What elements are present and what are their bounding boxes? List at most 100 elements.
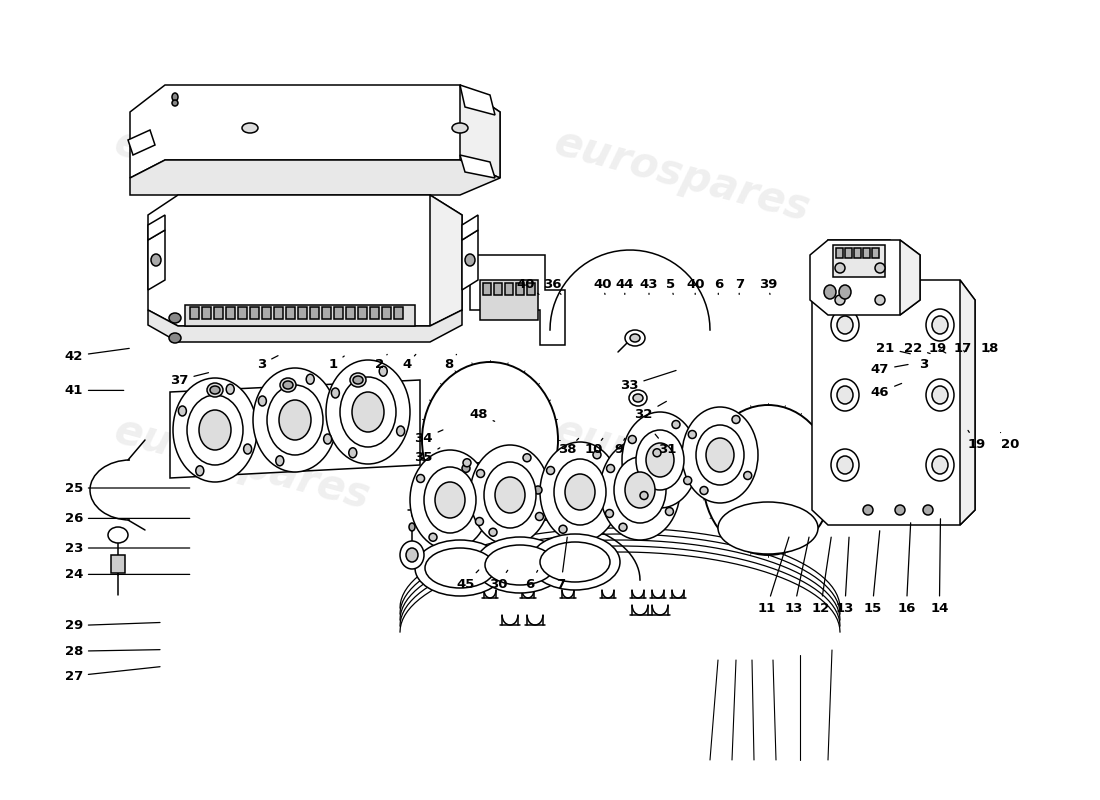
Bar xyxy=(516,283,524,295)
Polygon shape xyxy=(828,240,890,280)
Bar xyxy=(480,280,538,320)
Bar xyxy=(358,307,367,319)
Text: 2: 2 xyxy=(375,354,387,370)
Ellipse shape xyxy=(653,449,661,457)
Ellipse shape xyxy=(438,462,542,518)
Ellipse shape xyxy=(323,434,331,444)
Text: 36: 36 xyxy=(543,278,561,294)
Ellipse shape xyxy=(600,440,680,540)
Text: 13: 13 xyxy=(836,537,854,614)
Text: 29: 29 xyxy=(65,619,160,632)
Polygon shape xyxy=(460,85,500,178)
Ellipse shape xyxy=(210,386,220,394)
Text: 30: 30 xyxy=(490,570,508,590)
Ellipse shape xyxy=(227,384,234,394)
Ellipse shape xyxy=(306,374,315,384)
Ellipse shape xyxy=(349,448,356,458)
Ellipse shape xyxy=(490,528,497,536)
Text: 26: 26 xyxy=(65,512,189,525)
Ellipse shape xyxy=(187,395,243,465)
Ellipse shape xyxy=(258,396,266,406)
Ellipse shape xyxy=(837,316,852,334)
Text: eurospares: eurospares xyxy=(550,410,814,518)
Polygon shape xyxy=(470,255,565,345)
Ellipse shape xyxy=(173,378,257,482)
Polygon shape xyxy=(130,85,500,178)
Text: 1: 1 xyxy=(329,356,344,370)
Ellipse shape xyxy=(689,430,696,438)
Text: 28: 28 xyxy=(65,645,160,658)
Ellipse shape xyxy=(621,412,698,508)
Ellipse shape xyxy=(331,388,340,398)
Ellipse shape xyxy=(630,334,640,342)
Ellipse shape xyxy=(605,510,614,518)
Text: 48: 48 xyxy=(470,408,495,422)
Ellipse shape xyxy=(465,254,475,266)
Ellipse shape xyxy=(536,513,543,521)
Ellipse shape xyxy=(397,426,405,436)
Ellipse shape xyxy=(495,477,525,513)
Ellipse shape xyxy=(666,507,673,515)
Bar xyxy=(864,248,870,258)
Ellipse shape xyxy=(353,376,363,384)
Ellipse shape xyxy=(340,377,396,447)
Text: 3: 3 xyxy=(920,358,928,370)
Bar xyxy=(310,307,319,319)
Bar xyxy=(286,307,295,319)
Ellipse shape xyxy=(463,458,471,466)
Bar xyxy=(872,248,879,258)
Ellipse shape xyxy=(452,123,468,133)
Bar xyxy=(190,307,199,319)
Polygon shape xyxy=(148,230,165,290)
Ellipse shape xyxy=(400,541,424,569)
Ellipse shape xyxy=(629,390,647,406)
Ellipse shape xyxy=(926,309,954,341)
Ellipse shape xyxy=(178,406,186,416)
Ellipse shape xyxy=(895,505,905,515)
Ellipse shape xyxy=(923,505,933,515)
Text: 33: 33 xyxy=(620,370,676,392)
Ellipse shape xyxy=(640,491,648,499)
Bar xyxy=(836,248,843,258)
Ellipse shape xyxy=(267,385,323,455)
Ellipse shape xyxy=(636,430,684,490)
Bar xyxy=(833,245,886,277)
Text: 43: 43 xyxy=(640,278,658,294)
Ellipse shape xyxy=(425,548,495,588)
Text: 19: 19 xyxy=(928,342,946,354)
Ellipse shape xyxy=(874,263,886,273)
Text: 31: 31 xyxy=(656,434,676,456)
Text: 9: 9 xyxy=(615,438,625,456)
Bar xyxy=(346,307,355,319)
Ellipse shape xyxy=(199,410,231,450)
Ellipse shape xyxy=(424,467,476,533)
Text: 12: 12 xyxy=(812,537,832,614)
Ellipse shape xyxy=(279,400,311,440)
Ellipse shape xyxy=(422,362,558,518)
Text: 11: 11 xyxy=(758,537,789,614)
Text: 13: 13 xyxy=(785,537,808,614)
Bar xyxy=(214,307,223,319)
Text: eurospares: eurospares xyxy=(110,122,374,230)
Ellipse shape xyxy=(732,415,740,423)
Ellipse shape xyxy=(484,462,536,528)
Text: eurospares: eurospares xyxy=(550,122,814,230)
Ellipse shape xyxy=(864,505,873,515)
Ellipse shape xyxy=(417,474,425,482)
Text: 7: 7 xyxy=(735,278,744,294)
Ellipse shape xyxy=(684,477,692,485)
Text: 22: 22 xyxy=(904,342,931,354)
Ellipse shape xyxy=(606,465,615,473)
Text: 16: 16 xyxy=(898,522,915,614)
Ellipse shape xyxy=(614,457,666,523)
Text: 35: 35 xyxy=(415,448,440,464)
Ellipse shape xyxy=(830,379,859,411)
Ellipse shape xyxy=(540,442,620,542)
Polygon shape xyxy=(170,380,420,478)
Bar xyxy=(527,283,535,295)
Text: 39: 39 xyxy=(759,278,777,294)
Bar xyxy=(394,307,403,319)
Bar xyxy=(505,283,513,295)
Text: 40: 40 xyxy=(686,278,704,294)
Text: 10: 10 xyxy=(585,438,603,456)
